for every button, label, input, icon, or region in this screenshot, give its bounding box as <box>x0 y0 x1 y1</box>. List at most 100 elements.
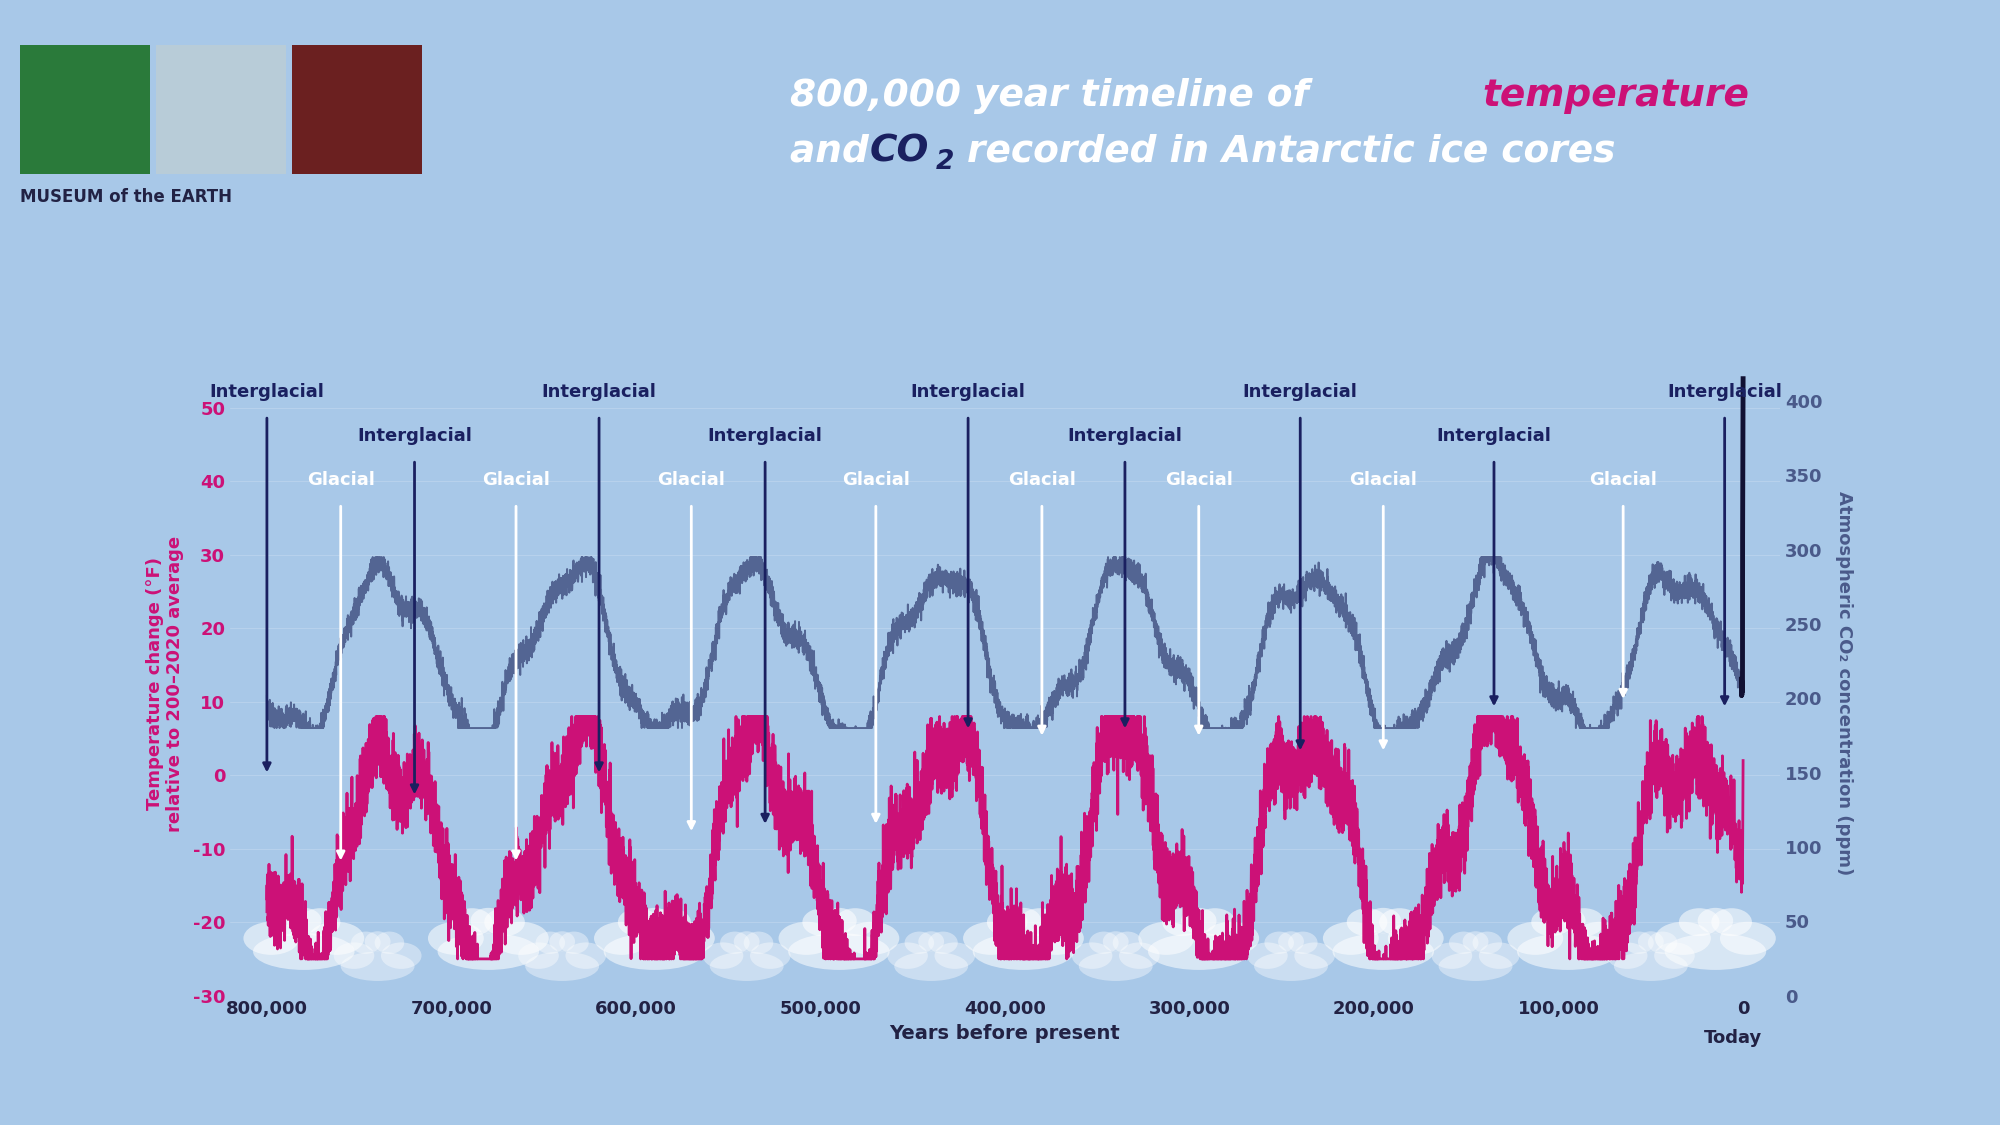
Text: temperature: temperature <box>1482 78 1748 114</box>
Ellipse shape <box>1078 952 1152 981</box>
Ellipse shape <box>964 921 1018 955</box>
Ellipse shape <box>1120 943 1160 969</box>
Ellipse shape <box>286 908 322 934</box>
Text: Interglacial: Interglacial <box>1242 382 1358 400</box>
Text: Glacial: Glacial <box>1164 470 1232 488</box>
Ellipse shape <box>1138 921 1194 955</box>
Ellipse shape <box>744 932 774 954</box>
Ellipse shape <box>618 908 658 936</box>
Ellipse shape <box>560 932 588 954</box>
Ellipse shape <box>934 943 976 969</box>
Ellipse shape <box>1288 932 1318 954</box>
Text: MUSEUM of the EARTH: MUSEUM of the EARTH <box>20 188 232 206</box>
Text: recorded in Antarctic ice cores: recorded in Antarctic ice cores <box>954 134 1616 170</box>
Ellipse shape <box>844 921 900 955</box>
Ellipse shape <box>566 943 606 969</box>
Ellipse shape <box>518 943 558 969</box>
Ellipse shape <box>888 943 928 969</box>
Ellipse shape <box>1148 934 1250 970</box>
Ellipse shape <box>334 943 374 969</box>
Text: Today: Today <box>1704 1029 1762 1047</box>
Ellipse shape <box>244 921 300 955</box>
Ellipse shape <box>788 934 890 970</box>
Y-axis label: Temperature change (°F)
relative to 200–2020 average: Temperature change (°F) relative to 200–… <box>146 536 184 831</box>
Ellipse shape <box>1624 932 1654 954</box>
Text: Glacial: Glacial <box>1590 470 1658 488</box>
Ellipse shape <box>834 908 876 936</box>
Ellipse shape <box>438 934 540 970</box>
Ellipse shape <box>470 908 506 934</box>
Ellipse shape <box>308 921 364 955</box>
Ellipse shape <box>1006 908 1042 934</box>
Ellipse shape <box>822 908 856 934</box>
Ellipse shape <box>1366 908 1402 934</box>
Ellipse shape <box>1472 932 1502 954</box>
Text: Interglacial: Interglacial <box>708 426 822 444</box>
Ellipse shape <box>1478 943 1520 969</box>
Ellipse shape <box>1532 908 1572 936</box>
Text: CO: CO <box>870 134 930 170</box>
Ellipse shape <box>658 921 714 955</box>
Ellipse shape <box>972 934 1074 970</box>
Text: Interglacial: Interglacial <box>1436 426 1552 444</box>
Ellipse shape <box>894 952 968 981</box>
Ellipse shape <box>254 934 354 970</box>
Ellipse shape <box>720 932 750 954</box>
Ellipse shape <box>986 908 1028 936</box>
Text: Glacial: Glacial <box>842 470 910 488</box>
Ellipse shape <box>1564 908 1604 936</box>
Ellipse shape <box>1518 934 1618 970</box>
Ellipse shape <box>778 921 834 955</box>
Ellipse shape <box>1194 908 1236 936</box>
Ellipse shape <box>1606 943 1648 969</box>
Ellipse shape <box>428 921 484 955</box>
Ellipse shape <box>928 932 958 954</box>
Ellipse shape <box>750 943 790 969</box>
Ellipse shape <box>1664 934 1766 970</box>
Ellipse shape <box>918 932 944 952</box>
Text: Interglacial: Interglacial <box>210 382 324 400</box>
Text: Interglacial: Interglacial <box>1068 426 1182 444</box>
Text: Interglacial: Interglacial <box>358 426 472 444</box>
Ellipse shape <box>1294 943 1334 969</box>
Ellipse shape <box>1112 932 1142 954</box>
Text: 800,000 year timeline of: 800,000 year timeline of <box>790 78 1322 114</box>
Text: Interglacial: Interglacial <box>1668 382 1782 400</box>
Ellipse shape <box>1204 921 1260 955</box>
Ellipse shape <box>380 943 422 969</box>
Ellipse shape <box>1678 908 1720 936</box>
Ellipse shape <box>550 932 576 952</box>
Ellipse shape <box>1508 921 1564 955</box>
Ellipse shape <box>340 952 414 981</box>
Ellipse shape <box>1380 908 1420 936</box>
Ellipse shape <box>1322 921 1378 955</box>
Ellipse shape <box>802 908 842 936</box>
Text: and: and <box>790 134 882 170</box>
Ellipse shape <box>604 934 706 970</box>
Ellipse shape <box>702 943 744 969</box>
Ellipse shape <box>904 932 934 954</box>
Ellipse shape <box>1638 932 1664 952</box>
Ellipse shape <box>492 921 548 955</box>
Ellipse shape <box>1162 908 1202 936</box>
Ellipse shape <box>1388 921 1444 955</box>
Ellipse shape <box>1462 932 1488 952</box>
Ellipse shape <box>1720 921 1776 955</box>
Ellipse shape <box>1102 932 1128 952</box>
Ellipse shape <box>1614 952 1688 981</box>
Ellipse shape <box>536 932 566 954</box>
Ellipse shape <box>1020 908 1060 936</box>
Ellipse shape <box>1648 932 1678 954</box>
Text: Glacial: Glacial <box>658 470 726 488</box>
Ellipse shape <box>1432 943 1472 969</box>
Ellipse shape <box>452 908 492 936</box>
Ellipse shape <box>594 921 650 955</box>
Ellipse shape <box>1072 943 1112 969</box>
Text: Glacial: Glacial <box>482 470 550 488</box>
Ellipse shape <box>710 952 784 981</box>
Ellipse shape <box>1656 921 1710 955</box>
Ellipse shape <box>1698 908 1734 934</box>
Ellipse shape <box>1448 932 1478 954</box>
X-axis label: Years before present: Years before present <box>890 1024 1120 1043</box>
Ellipse shape <box>364 932 390 952</box>
